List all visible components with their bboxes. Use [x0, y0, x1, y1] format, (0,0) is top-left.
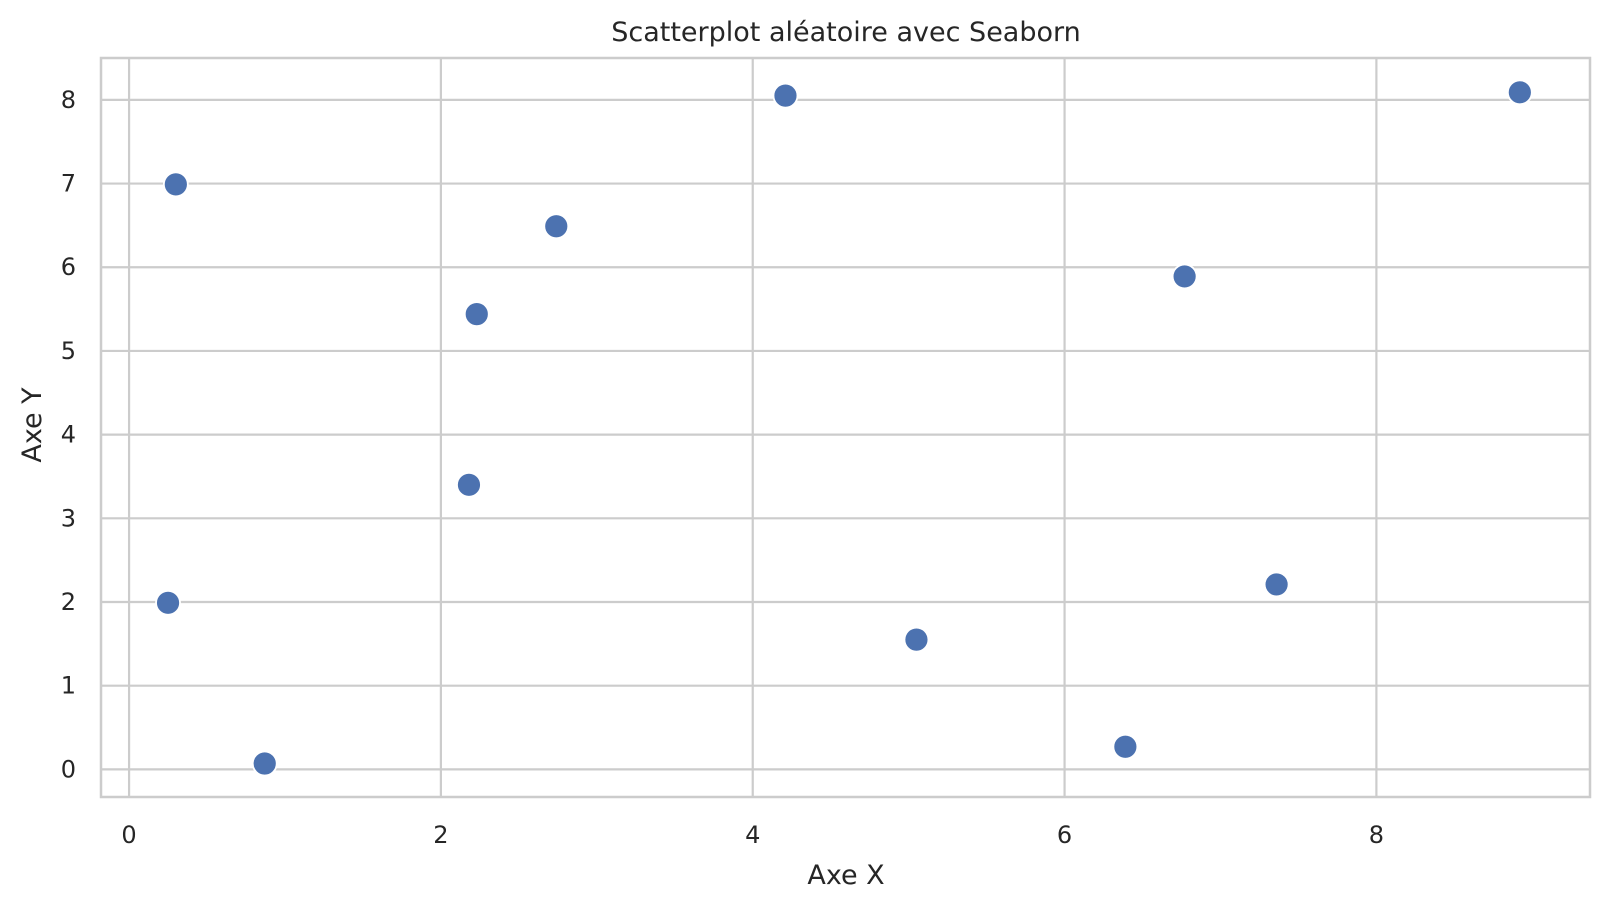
data-point — [1171, 263, 1198, 290]
x-tick-label: 6 — [1057, 821, 1072, 849]
data-point — [1506, 79, 1533, 106]
data-point — [543, 213, 570, 240]
x-tick-label: 2 — [433, 821, 448, 849]
y-tick-label: 3 — [61, 504, 76, 532]
y-tick-label: 1 — [61, 672, 76, 700]
data-point — [463, 301, 490, 327]
y-axis-label: Axe Y — [17, 387, 48, 463]
data-points — [155, 79, 1533, 777]
data-point — [251, 750, 278, 777]
y-tick-label: 8 — [61, 86, 76, 114]
data-point — [903, 626, 930, 653]
data-point — [155, 589, 181, 616]
x-tick-label: 0 — [121, 821, 136, 849]
y-tick-label: 0 — [61, 755, 76, 783]
x-tick-label: 8 — [1369, 821, 1384, 849]
y-tick-label: 7 — [61, 170, 76, 198]
data-point — [162, 171, 189, 198]
plot-area-frame — [99, 56, 1592, 799]
data-point — [772, 82, 799, 109]
x-axis-ticks: 0 2 4 6 8 — [121, 821, 1384, 849]
chart-title: Scatterplot aléatoire avec Seaborn — [611, 17, 1081, 48]
y-tick-label: 5 — [61, 337, 76, 365]
data-point — [1263, 571, 1290, 598]
data-point — [1112, 733, 1139, 760]
y-tick-label: 2 — [61, 588, 76, 616]
data-point — [456, 471, 482, 498]
y-tick-label: 6 — [61, 253, 76, 281]
grid-lines — [101, 58, 1590, 797]
y-axis-ticks: 0 1 2 3 4 5 6 7 8 — [61, 86, 76, 784]
x-tick-label: 4 — [745, 821, 760, 849]
y-tick-label: 4 — [61, 421, 76, 449]
x-axis-label: Axe X — [807, 860, 884, 891]
